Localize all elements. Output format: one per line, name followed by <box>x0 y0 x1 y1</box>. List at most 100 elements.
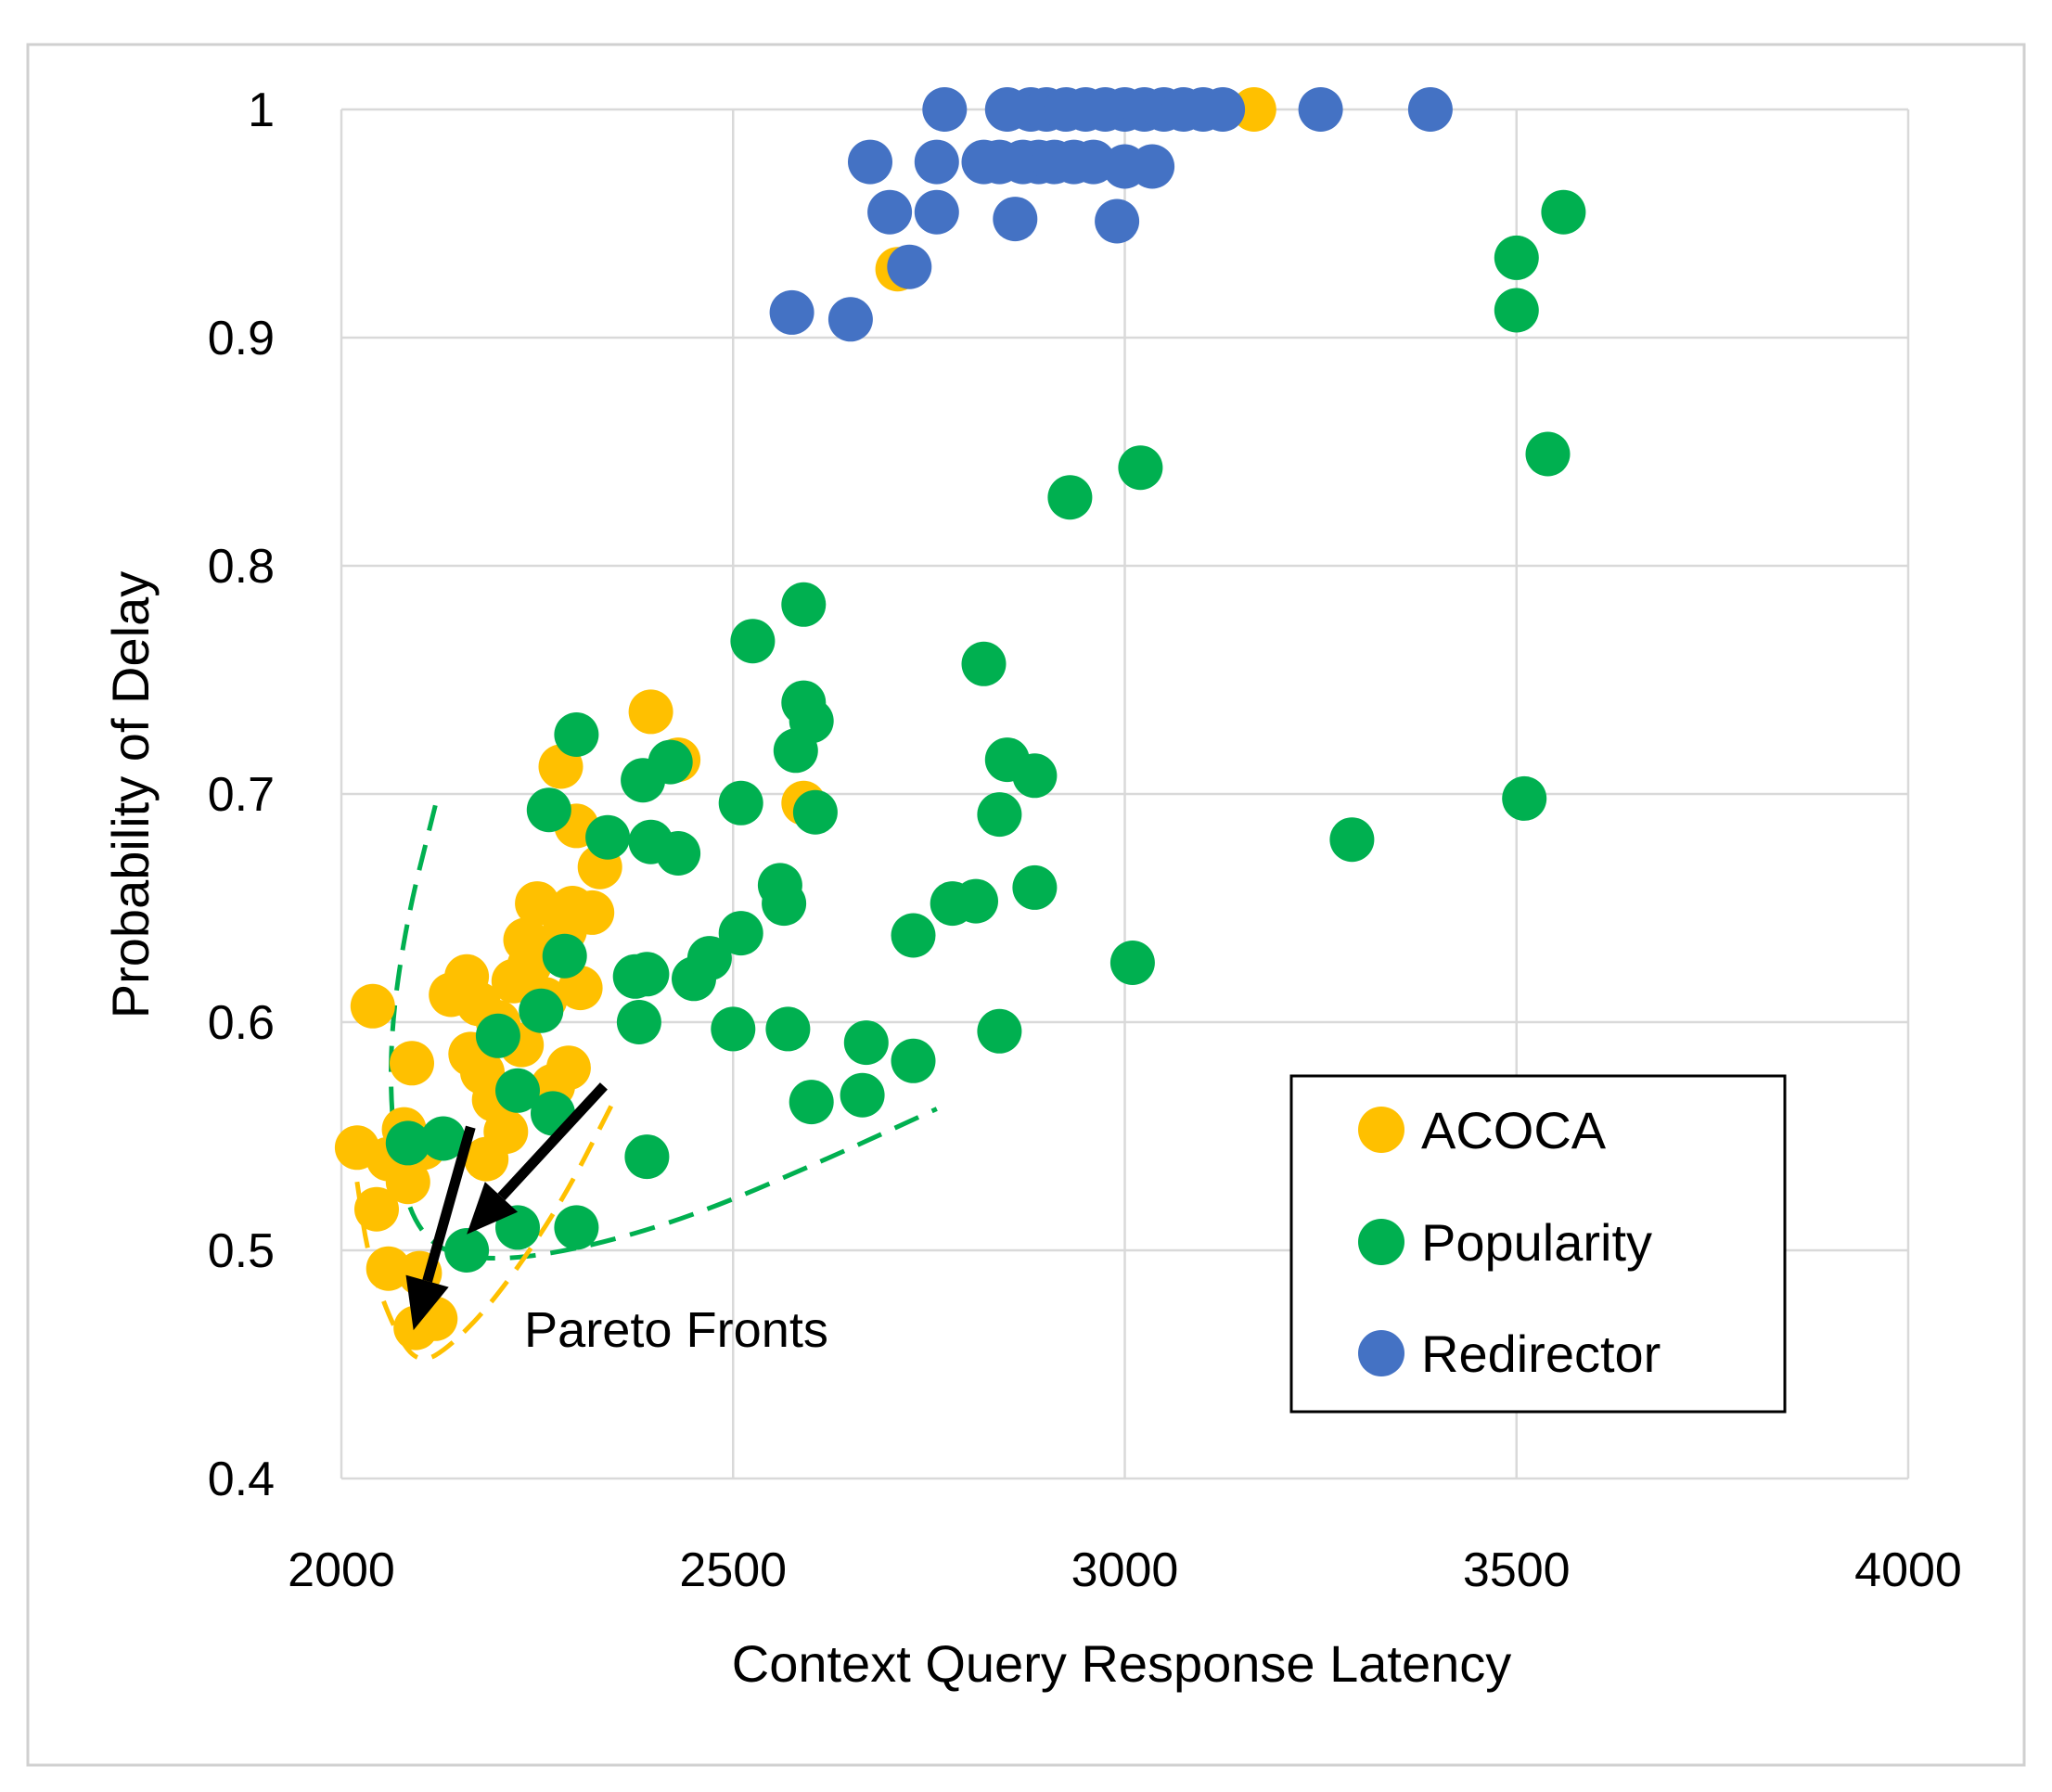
point-redirector-0 <box>769 289 814 335</box>
arrow-to-acoca-front-head <box>405 1274 449 1331</box>
point-popularity-47 <box>1012 864 1058 910</box>
legend-marker-redirector <box>1358 1330 1404 1376</box>
acoca-pareto-curve <box>354 1096 618 1362</box>
point-acoca-24 <box>507 942 552 988</box>
y-tick-label-4: 0.8 <box>208 540 275 594</box>
point-acoca-20 <box>483 1109 529 1155</box>
legend-marker-acoca <box>1358 1107 1404 1153</box>
arrow-to-popularity-front <box>467 1082 608 1235</box>
point-redirector-3 <box>867 189 913 235</box>
point-redirector-1 <box>827 297 873 342</box>
point-popularity-39 <box>891 1038 936 1083</box>
point-popularity-56 <box>1541 189 1586 235</box>
point-popularity-55 <box>1525 431 1571 477</box>
point-popularity-54 <box>1502 775 1547 821</box>
series-redirector <box>769 87 1453 342</box>
point-redirector-26 <box>1130 144 1175 189</box>
point-popularity-35 <box>792 789 838 835</box>
data-points <box>334 87 1586 1350</box>
y-tick-label-3: 0.7 <box>208 768 275 822</box>
point-popularity-50 <box>1118 445 1163 491</box>
point-acoca-30 <box>545 1045 591 1091</box>
point-popularity-44 <box>977 792 1022 838</box>
x-axis-title: Context Query Response Latency <box>732 1634 1511 1693</box>
point-popularity-28 <box>762 881 807 927</box>
x-tick-label-3: 3500 <box>1463 1543 1571 1597</box>
y-tick-label-2: 0.6 <box>208 996 275 1050</box>
point-popularity-37 <box>843 1020 889 1066</box>
legend-label-popularity: Popularity <box>1421 1213 1652 1272</box>
point-popularity-14 <box>616 1000 661 1044</box>
point-popularity-41 <box>954 878 998 924</box>
point-popularity-34 <box>789 1080 834 1125</box>
point-popularity-51 <box>1329 817 1375 863</box>
legend-marker-popularity <box>1358 1219 1404 1265</box>
point-popularity-5 <box>495 1068 540 1113</box>
y-tick-label-5: 0.9 <box>208 312 275 365</box>
series-popularity <box>385 189 1586 1273</box>
x-tick-label-1: 2500 <box>679 1543 787 1597</box>
point-acoca-6 <box>385 1159 430 1205</box>
point-popularity-33 <box>789 698 834 744</box>
point-redirector-31 <box>1298 87 1343 132</box>
point-redirector-6 <box>914 139 959 185</box>
arrow-to-popularity-front-shaft <box>497 1082 608 1201</box>
arrow-to-acoca-front-shaft <box>422 1125 476 1283</box>
point-acoca-25 <box>515 881 560 927</box>
pareto-arrows <box>405 1082 608 1331</box>
point-acoca-34 <box>570 890 615 935</box>
point-popularity-29 <box>765 1006 811 1052</box>
point-popularity-25 <box>718 780 763 826</box>
point-redirector-2 <box>848 139 892 185</box>
point-acoca-7 <box>390 1041 434 1086</box>
point-popularity-0 <box>385 1120 430 1166</box>
arrow-to-popularity-front-head <box>467 1182 519 1235</box>
y-tick-label-1: 0.5 <box>208 1224 275 1278</box>
legend: ACOCA Popularity Redirector <box>1289 1074 1787 1414</box>
x-tick-label-2: 3000 <box>1071 1543 1179 1597</box>
point-popularity-42 <box>961 641 1007 686</box>
point-redirector-32 <box>1407 87 1453 132</box>
point-acoca-2 <box>354 1186 399 1232</box>
point-redirector-11 <box>993 197 1038 242</box>
point-popularity-24 <box>718 911 763 956</box>
point-popularity-19 <box>648 739 693 785</box>
point-popularity-17 <box>624 952 670 997</box>
point-popularity-16 <box>624 1134 670 1180</box>
point-redirector-5 <box>914 189 959 235</box>
arrow-to-acoca-front <box>405 1125 476 1331</box>
point-popularity-43 <box>977 1008 1022 1054</box>
y-tick-label-6: 1 <box>248 83 275 137</box>
point-redirector-4 <box>887 244 932 289</box>
point-popularity-31 <box>781 582 827 627</box>
point-popularity-46 <box>1012 753 1058 799</box>
x-tick-label-4: 4000 <box>1854 1543 1962 1597</box>
point-popularity-48 <box>1047 475 1093 520</box>
x-tick-label-0: 2000 <box>288 1543 395 1597</box>
pareto-front-curves <box>354 804 938 1362</box>
pareto-fronts-label: Pareto Fronts <box>524 1302 828 1358</box>
legend-label-redirector: Redirector <box>1421 1325 1661 1383</box>
point-popularity-2 <box>444 1228 490 1273</box>
point-acoca-1 <box>350 983 395 1029</box>
point-popularity-52 <box>1494 235 1539 280</box>
point-popularity-7 <box>526 787 571 833</box>
point-popularity-10 <box>554 1205 599 1250</box>
y-tick-label-0: 0.4 <box>208 1453 275 1506</box>
tick-labels: 2000 2500 3000 3500 4000 0.4 0.5 0.6 0.7 0.8 0.9 1 <box>208 83 1962 1597</box>
point-popularity-23 <box>711 1006 756 1052</box>
point-popularity-26 <box>730 619 776 664</box>
y-axis-title: Probability of Delay <box>101 571 160 1018</box>
point-popularity-22 <box>686 936 732 981</box>
legend-label-acoca: ACOCA <box>1421 1101 1607 1159</box>
point-popularity-49 <box>1109 941 1155 985</box>
point-popularity-9 <box>542 933 587 979</box>
point-redirector-22 <box>1095 198 1140 244</box>
point-popularity-3 <box>475 1013 520 1058</box>
point-popularity-20 <box>656 831 701 876</box>
point-popularity-38 <box>891 913 936 958</box>
point-popularity-11 <box>554 712 599 757</box>
point-popularity-12 <box>585 814 631 860</box>
point-popularity-53 <box>1494 288 1539 333</box>
